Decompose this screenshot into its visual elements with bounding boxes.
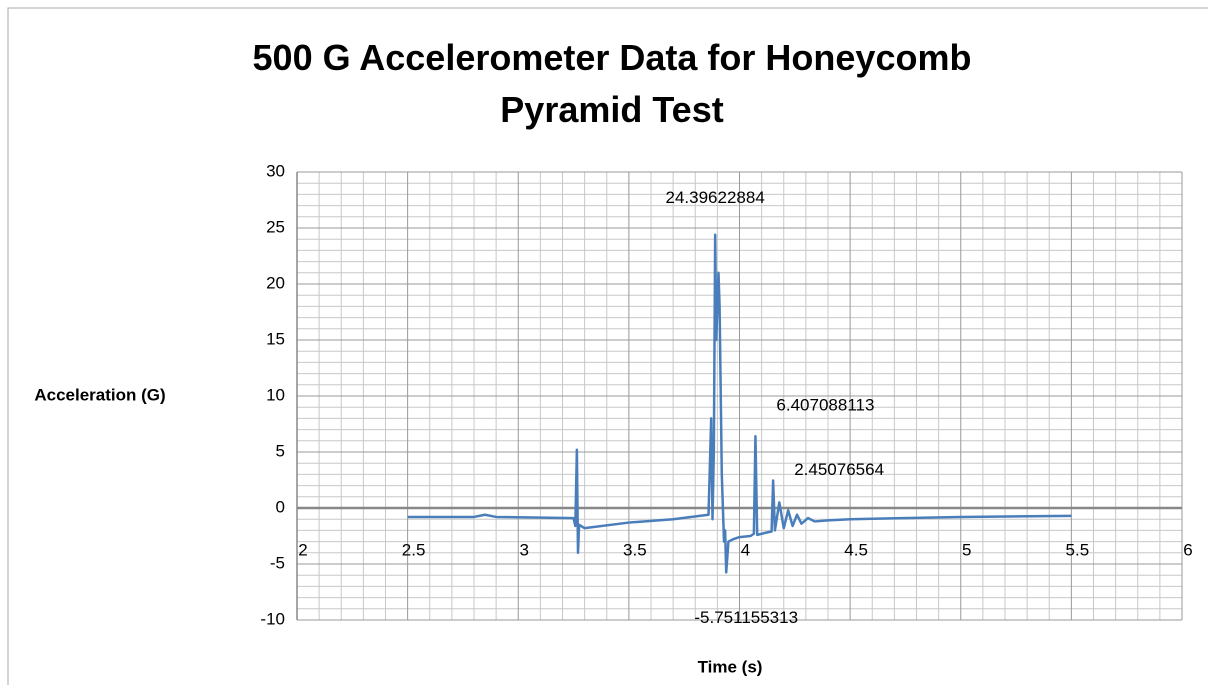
x-tick-label: 6 <box>1183 540 1192 559</box>
chart-frame <box>7 7 1208 690</box>
data-line <box>407 233 1072 574</box>
title-line: 500 G Accelerometer Data for Honeycomb <box>253 37 972 78</box>
y-tick-label: 15 <box>266 329 285 348</box>
x-tick-label: 4.5 <box>844 540 868 559</box>
x-tick-label: 3.5 <box>623 540 647 559</box>
data-label: -5.751155313 <box>694 608 798 627</box>
x-tick-label: 4 <box>741 540 750 559</box>
x-tick-label: 2.5 <box>402 540 426 559</box>
y-tick-label: 10 <box>266 385 285 404</box>
y-tick-label: 5 <box>276 441 285 460</box>
data-label: 6.407088113 <box>776 396 874 415</box>
x-axis-title: Time (s) <box>698 657 763 676</box>
chart-title: 500 G Accelerometer Data for Honeycomb Py… <box>253 37 972 130</box>
x-tick-label: 5.5 <box>1066 540 1090 559</box>
y-tick-label: -5 <box>270 553 285 572</box>
x-tick-label: 3 <box>520 540 529 559</box>
y-axis-title: Acceleration (G) <box>34 385 165 404</box>
y-tick-label: 25 <box>266 217 285 236</box>
x-tick-label: 2 <box>298 540 307 559</box>
y-tick-label: 30 <box>266 161 285 180</box>
data-label: 24.39622884 <box>666 188 765 207</box>
y-tick-label: 0 <box>276 497 285 516</box>
x-tick-label: 5 <box>962 540 971 559</box>
data-label: 2.45076564 <box>794 460 884 479</box>
y-tick-label: 20 <box>266 273 285 292</box>
y-tick-label: -10 <box>260 609 285 628</box>
title-line: Pyramid Test <box>500 89 723 130</box>
